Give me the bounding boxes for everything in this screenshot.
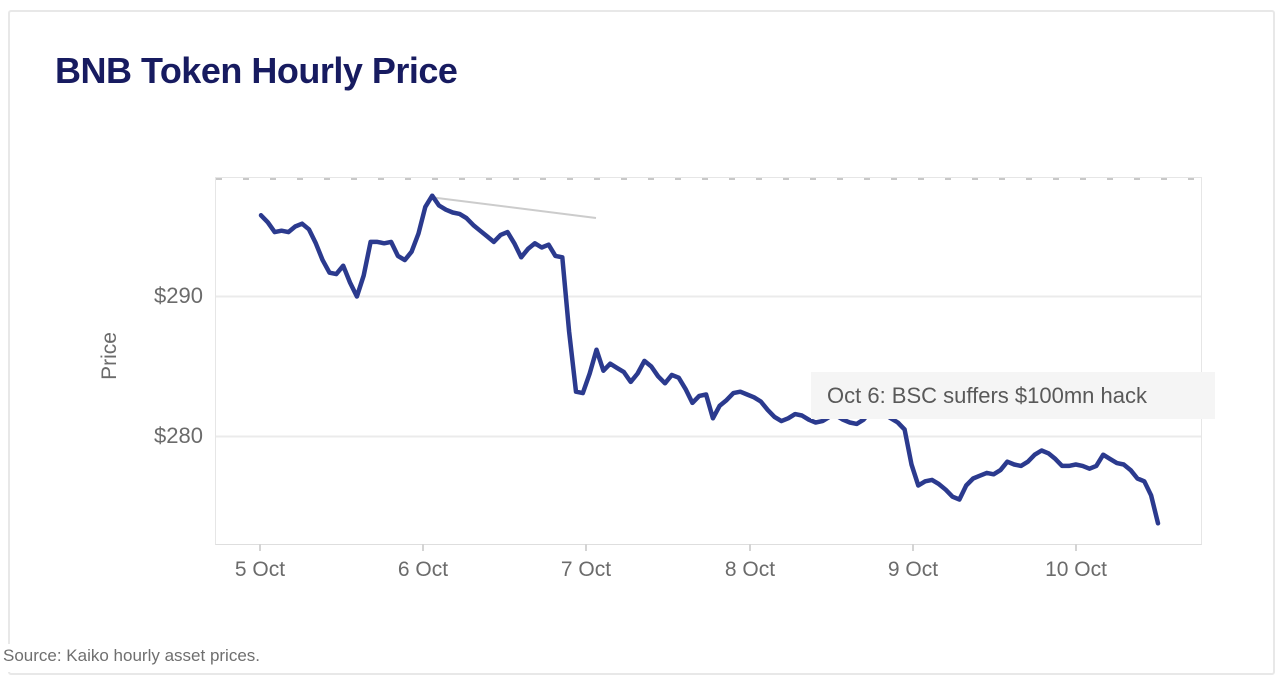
y-axis-title: Price: [98, 332, 121, 380]
x-tick-label-5: 10 Oct: [1045, 558, 1107, 581]
price-line-chart: [216, 193, 1201, 526]
price-series-line: [258, 193, 1161, 526]
top-axis-minor-ticks: [216, 178, 1201, 180]
x-tickmark-4: [912, 544, 914, 551]
annotation-text: Oct 6: BSC suffers $100mn hack: [827, 382, 1147, 408]
x-tickmark-3: [749, 544, 751, 551]
x-tick-label-3: 8 Oct: [724, 558, 776, 581]
plot-area: Oct 6: BSC suffers $100mn hack: [215, 177, 1215, 545]
chart-title: BNB Token Hourly Price: [55, 50, 458, 91]
x-tick-label-4: 9 Oct: [887, 558, 939, 581]
source-note: Source: Kaiko hourly asset prices.: [0, 644, 269, 672]
x-tickmark-5: [1075, 544, 1077, 551]
x-tickmark-2: [585, 544, 587, 551]
y-tick-290: $290: [154, 283, 203, 308]
x-tick-label-2: 7 Oct: [560, 558, 612, 581]
x-tickmark-0: [259, 544, 261, 551]
annotation-connector-line: [435, 196, 597, 219]
y-tick-280: $280: [154, 423, 203, 448]
card-border: [8, 10, 1275, 675]
x-tickmark-1: [422, 544, 424, 551]
annotation-box: Oct 6: BSC suffers $100mn hack: [811, 372, 1215, 419]
x-tick-label-0: 5 Oct: [234, 558, 286, 581]
x-tick-label-1: 6 Oct: [397, 558, 449, 581]
